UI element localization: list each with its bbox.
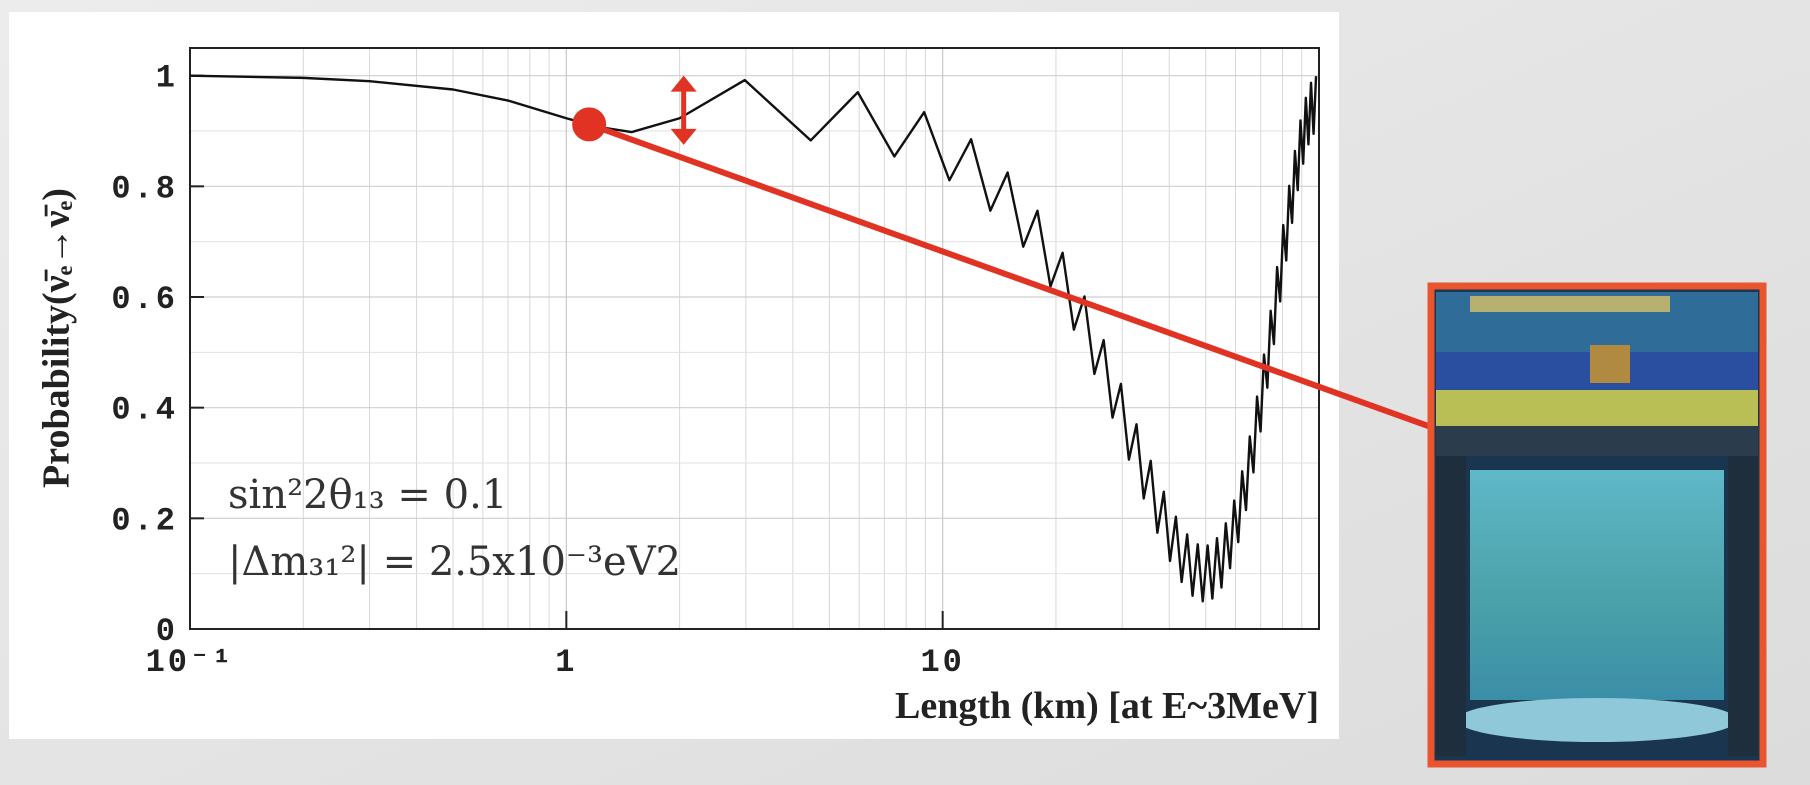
y-axis-label: Probability(ν̄ₑ→ν̄ₑ) (36, 188, 78, 488)
image-box (1590, 345, 1630, 383)
y-tick-label: 1 (156, 60, 178, 97)
image-crane (1470, 296, 1670, 312)
arrow-head (670, 75, 697, 92)
annotation: |Δm₃₁²| = 2.5x10⁻³eV2 (228, 539, 681, 585)
image-base (1457, 698, 1737, 742)
x-axis-label: Length (km) [at E~3MeV] (895, 685, 1319, 727)
image-platform (1436, 390, 1758, 426)
image-side (1436, 456, 1466, 756)
plot-frame (189, 47, 1320, 630)
image-rim (1436, 426, 1758, 456)
image-tank (1470, 470, 1724, 700)
annotation: sin²2θ₁₃ = 0.1 (228, 472, 507, 518)
x-tick-label: 10⁻¹ (146, 644, 235, 681)
connector-line (588, 121, 1433, 430)
image-side (1728, 456, 1758, 756)
y-tick-label: 0.8 (111, 170, 178, 207)
detector-image (1427, 282, 1767, 768)
data-line (189, 74, 1318, 603)
y-tick-label: 0.2 (111, 502, 178, 539)
arrow-head (670, 128, 697, 145)
chart-panel (9, 12, 1339, 739)
x-tick-label: 1 (555, 644, 577, 681)
y-tick-label: 0.6 (111, 281, 178, 318)
highlight-point (572, 107, 607, 142)
x-tick-label: 10 (920, 644, 964, 681)
y-tick-label: 0.4 (111, 392, 178, 429)
y-tick-label: 0 (156, 613, 178, 650)
